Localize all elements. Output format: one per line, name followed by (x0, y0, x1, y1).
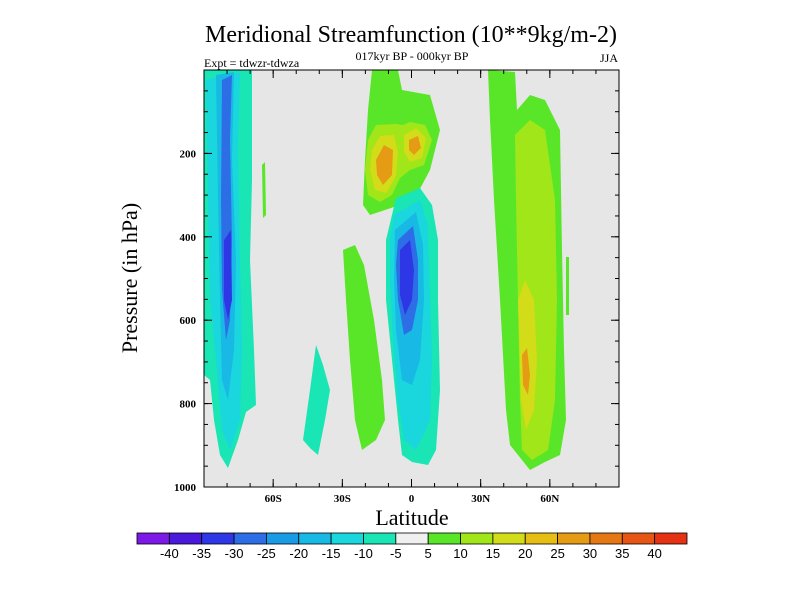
colorbar-swatch (621, 532, 656, 545)
x-tick-label: 30S (334, 493, 351, 505)
colorbar-swatch (330, 532, 364, 545)
colorbar-label: 15 (486, 546, 500, 561)
colorbar-label: -10 (354, 546, 373, 561)
colorbar-label: -30 (225, 546, 244, 561)
plot-area (203, 69, 620, 488)
sh-cell-deep-core (224, 230, 232, 320)
colorbar-swatch (654, 532, 688, 545)
colorbar-swatch (589, 532, 623, 545)
x-tick-label: 0 (409, 493, 415, 505)
colorbar-label: -15 (322, 546, 341, 561)
small-negative-patch (303, 345, 330, 455)
y-tick-label: 1000 (174, 482, 197, 494)
small-positive-streak (262, 162, 266, 218)
y-tick-label: 600 (180, 315, 197, 327)
y-tick-label: 200 (180, 148, 197, 160)
colorbar: -40 -35 -30 -25 -20 -15 -10 -5 5 10 15 20 25 30 35 40 (136, 532, 688, 561)
colorbar-swatch (557, 532, 591, 545)
colorbar-swatch (201, 532, 235, 545)
colorbar-swatch (136, 532, 170, 545)
axes: 60S 30S 0 30N 60N 200 400 600 800 1000 (174, 70, 620, 505)
nh-positive-yellowgreen (515, 120, 557, 460)
colorbar-swatch (363, 532, 397, 545)
colorbar-swatch (524, 532, 558, 545)
colorbar-label: 35 (615, 546, 629, 561)
colorbar-label: 40 (647, 546, 661, 561)
chart-subtitle-right: JJA (600, 51, 618, 65)
colorbar-swatch (266, 532, 300, 545)
colorbar-swatch (395, 532, 429, 545)
colorbar-label: 25 (550, 546, 564, 561)
y-axis-title: Pressure (in hPa) (117, 203, 142, 353)
colorbar-label: -25 (257, 546, 276, 561)
colorbar-label: 20 (518, 546, 532, 561)
colorbar-swatch (460, 532, 494, 545)
colorbar-label: 10 (453, 546, 467, 561)
y-tick-label: 400 (180, 232, 197, 244)
x-tick-label: 30N (471, 493, 490, 505)
colorbar-label: 30 (583, 546, 597, 561)
colorbar-label: 5 (425, 546, 432, 561)
colorbar-label: -35 (192, 546, 211, 561)
chart-subtitle-center: 017kyr BP - 000kyr BP (356, 49, 469, 63)
nh-positive-orange (522, 348, 530, 395)
colorbar-swatch (298, 532, 332, 545)
y-tick-label: 800 (180, 399, 197, 411)
upper-positive-right-orange (409, 136, 421, 155)
colorbar-swatch (427, 532, 461, 545)
southern-positive-strip (343, 245, 385, 450)
colorbar-label: -20 (289, 546, 308, 561)
upper-positive-left-orange (376, 145, 393, 185)
x-tick-label: 60S (265, 493, 282, 505)
x-axis-title: Latitude (375, 505, 448, 530)
colorbar-swatch (492, 532, 526, 545)
x-tick-label: 60N (540, 493, 559, 505)
colorbar-label: -40 (160, 546, 179, 561)
eq-negative-core (400, 240, 414, 315)
chart-title: Meridional Streamfunction (10**9kg/m-2) (205, 22, 617, 48)
nh-thin-streak (566, 257, 569, 315)
colorbar-swatch (168, 532, 203, 545)
colorbar-label: -5 (390, 546, 402, 561)
colorbar-swatch (233, 532, 267, 545)
chart-subtitle-left: Expt = tdwzr-tdwza (204, 56, 300, 70)
